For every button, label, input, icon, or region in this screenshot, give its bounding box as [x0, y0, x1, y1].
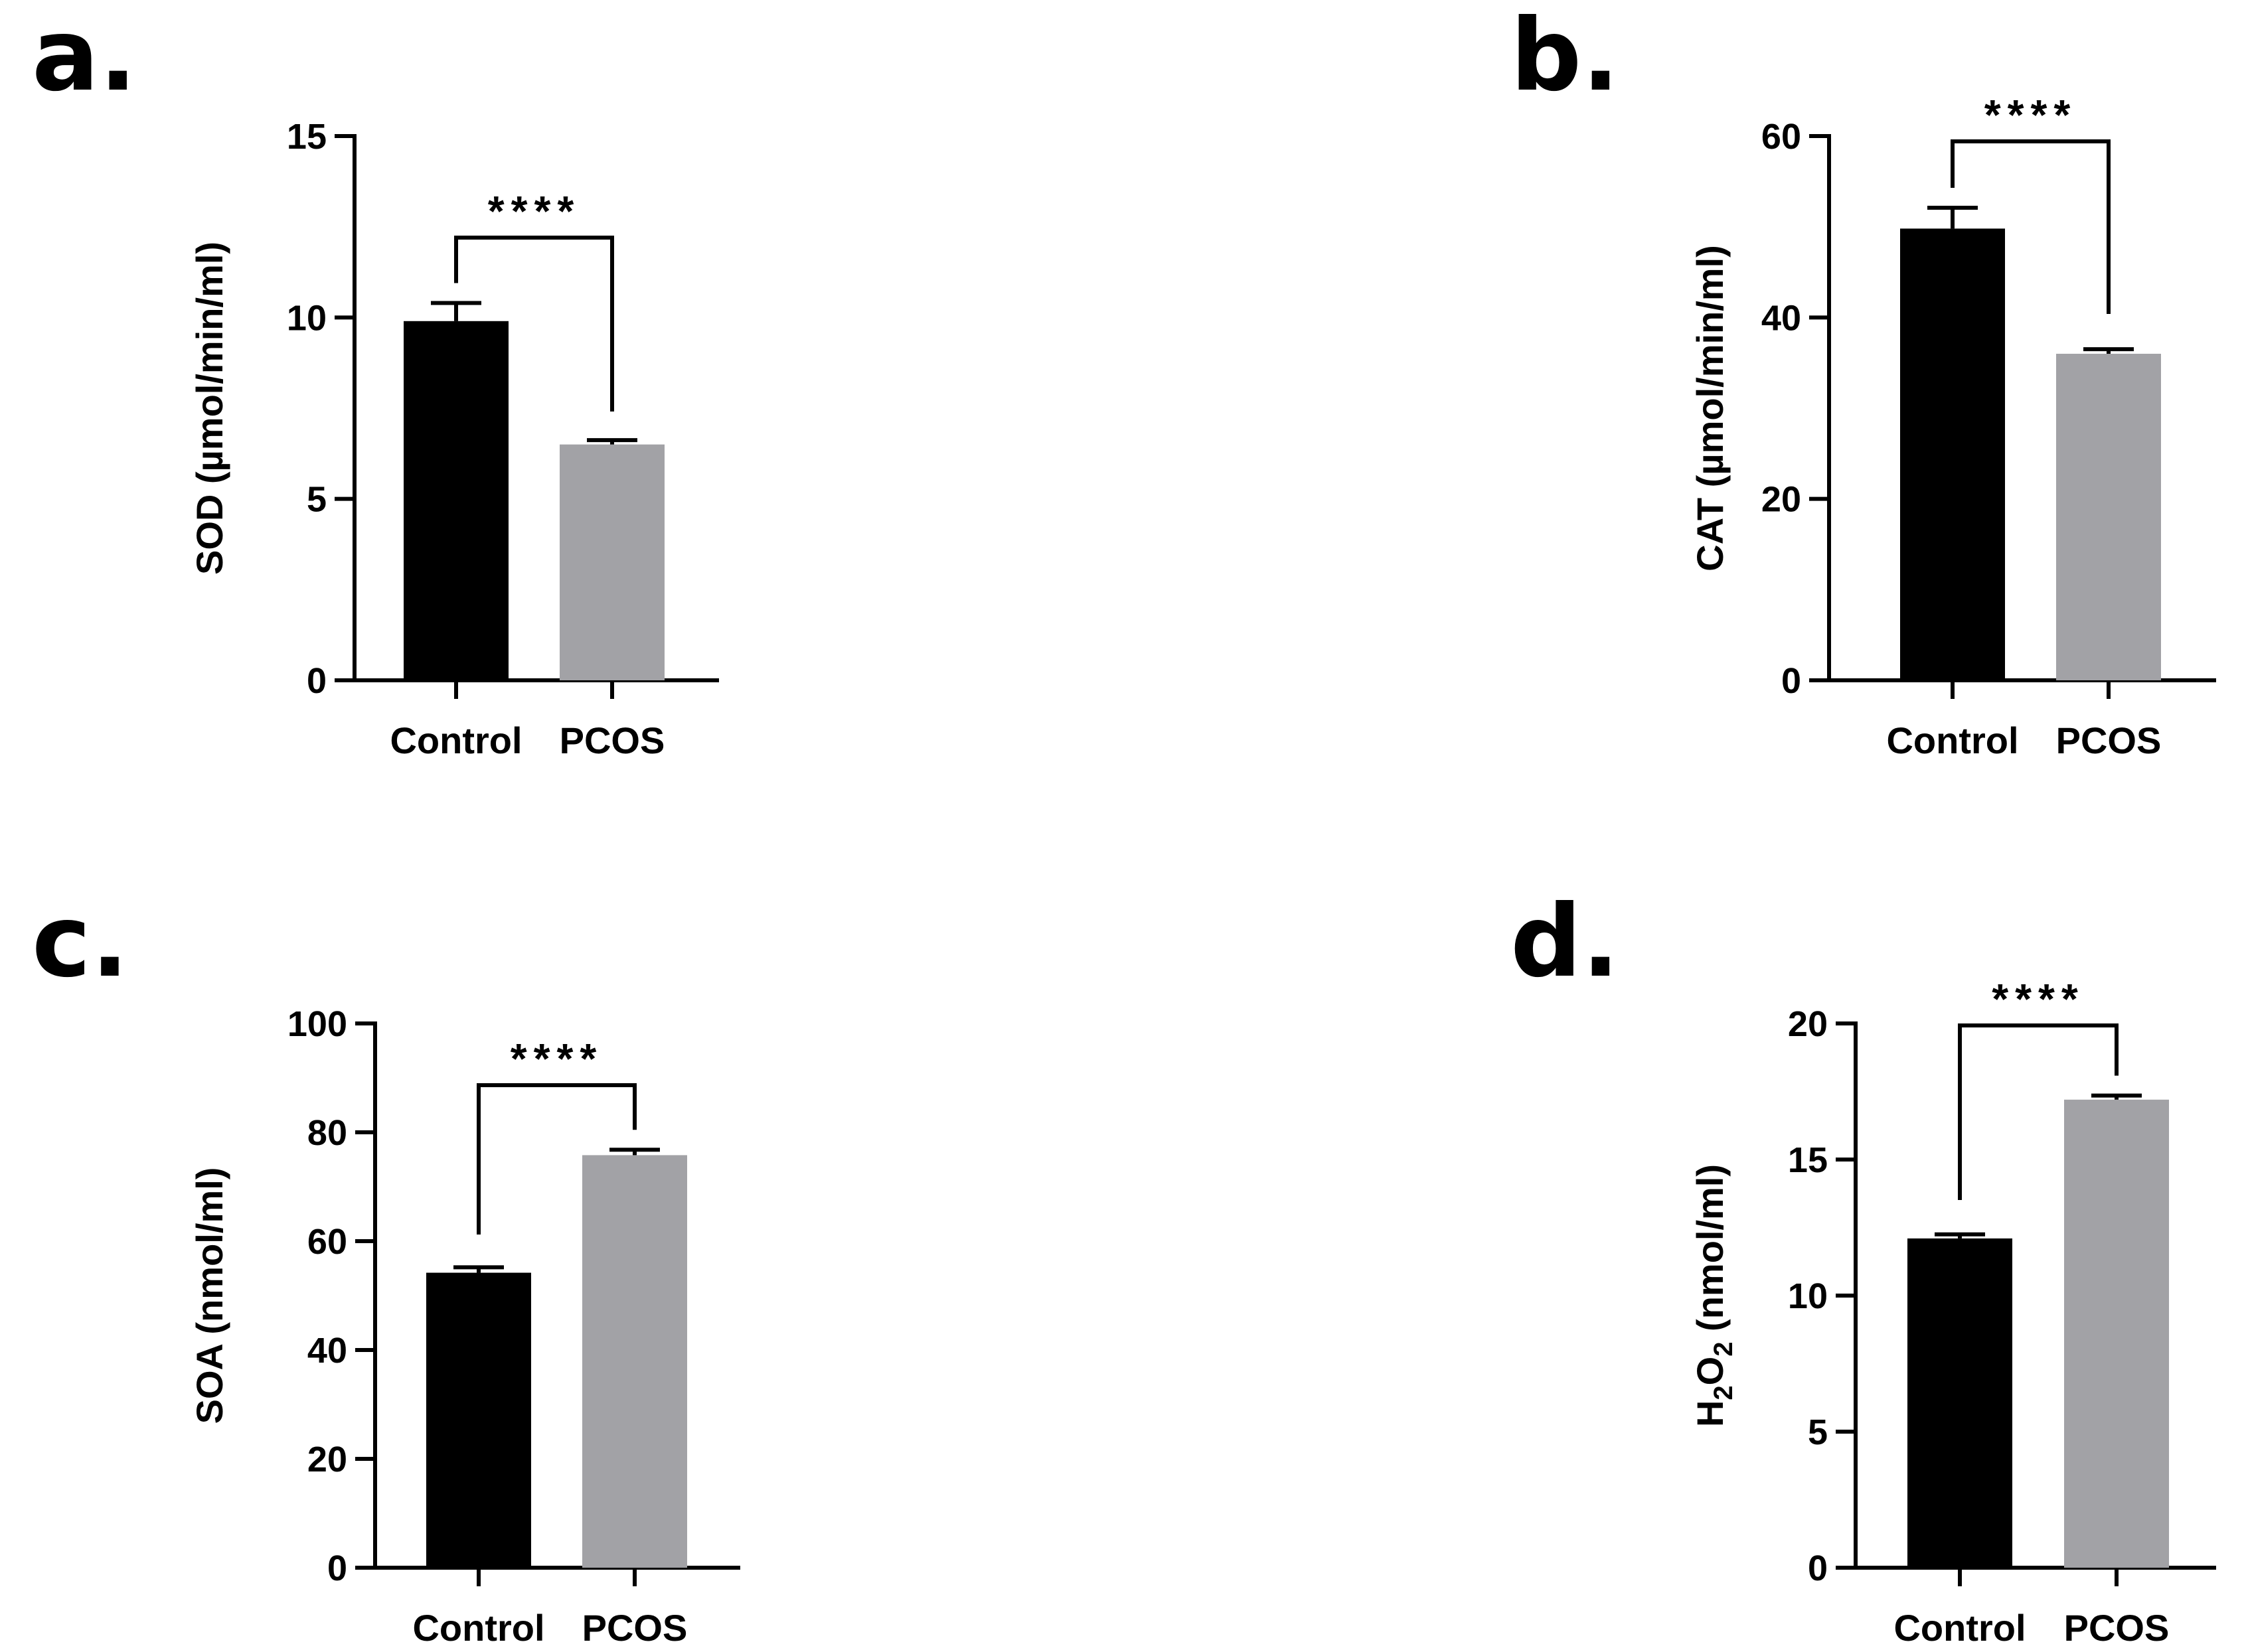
chart-cat: b. 0 20 40 60 Control PCOS **** CAT (µmol/min/ml…: [1510, 0, 2216, 761]
y-axis-title: H2O2 (nmol/ml): [1689, 1164, 1738, 1427]
y-tick-label: 20: [1761, 480, 1801, 520]
bar-pcos: [2064, 1099, 2169, 1568]
panel-label: c.: [32, 884, 129, 1000]
y-axis-title-part: H: [1689, 1400, 1731, 1427]
y-tick-label: 40: [307, 1331, 347, 1371]
bar-pcos: [582, 1155, 687, 1568]
significance-bracket: [477, 1083, 637, 1235]
y-axis-title-part: O: [1689, 1357, 1731, 1386]
significance-label: ****: [488, 187, 581, 235]
y-tick-label: 15: [1788, 1140, 1828, 1180]
y-tick-label: 100: [287, 1004, 347, 1044]
y-axis-title-part: (nmol/ml): [1689, 1164, 1731, 1342]
bar-control: [1907, 1238, 2012, 1568]
y-axis-title-subscript: 2: [1709, 1342, 1738, 1357]
significance-label: ****: [1984, 91, 2077, 139]
panel-label: d.: [1510, 884, 1619, 1000]
significance-bracket: [454, 236, 614, 412]
significance-bracket: [1951, 139, 2111, 314]
y-tick-label: 5: [307, 480, 327, 520]
y-tick-label: 5: [1808, 1412, 1828, 1452]
panel-label: b.: [1510, 0, 1619, 113]
y-axis-title: SOD (µmol/min/ml): [189, 242, 230, 575]
x-tick-label: Control: [390, 719, 522, 761]
x-tick-label: Control: [412, 1607, 544, 1649]
y-tick-label: 40: [1761, 298, 1801, 338]
y-tick-label: 20: [307, 1440, 347, 1479]
y-axis-title: CAT (µmol/min/ml): [1689, 245, 1731, 571]
x-tick-label: PCOS: [560, 719, 665, 761]
y-tick-label: 60: [307, 1222, 347, 1262]
y-axis-title-subscript: 2: [1709, 1385, 1738, 1400]
y-tick-label: 0: [327, 1548, 347, 1588]
y-tick-label: 10: [287, 298, 327, 338]
y-tick-label: 0: [1781, 661, 1801, 701]
y-tick-label: 0: [307, 661, 327, 701]
bar-pcos: [560, 444, 665, 680]
bar-control: [1900, 228, 2005, 680]
y-tick-label: 60: [1761, 117, 1801, 157]
bar-control: [404, 321, 509, 680]
x-tick-label: PCOS: [2056, 719, 2162, 761]
bar-pcos: [2056, 354, 2161, 680]
y-tick-label: 0: [1808, 1548, 1828, 1588]
y-tick-label: 20: [1788, 1004, 1828, 1044]
significance-label: ****: [511, 1035, 603, 1083]
bar-control: [426, 1272, 531, 1568]
x-tick-label: PCOS: [582, 1607, 688, 1649]
chart-sod: a. 0 5 10 15 Control PCOS **** SOD (µmol/min/ml): [32, 0, 719, 761]
x-tick-label: Control: [1893, 1607, 2026, 1649]
y-axis-title: SOA (nmol/ml): [189, 1167, 230, 1424]
y-tick-label: 15: [287, 117, 327, 157]
significance-bracket: [1958, 1023, 2119, 1200]
significance-label: ****: [1992, 975, 2085, 1023]
chart-soa: c. 0 20 40 60 80 100 Control PCOS **** SOA (nmol/m…: [32, 884, 740, 1649]
x-tick-label: Control: [1886, 719, 2018, 761]
x-tick-label: PCOS: [2064, 1607, 2170, 1649]
panel-label: a.: [32, 0, 137, 113]
y-tick-label: 80: [307, 1113, 347, 1153]
y-tick-label: 10: [1788, 1276, 1828, 1316]
